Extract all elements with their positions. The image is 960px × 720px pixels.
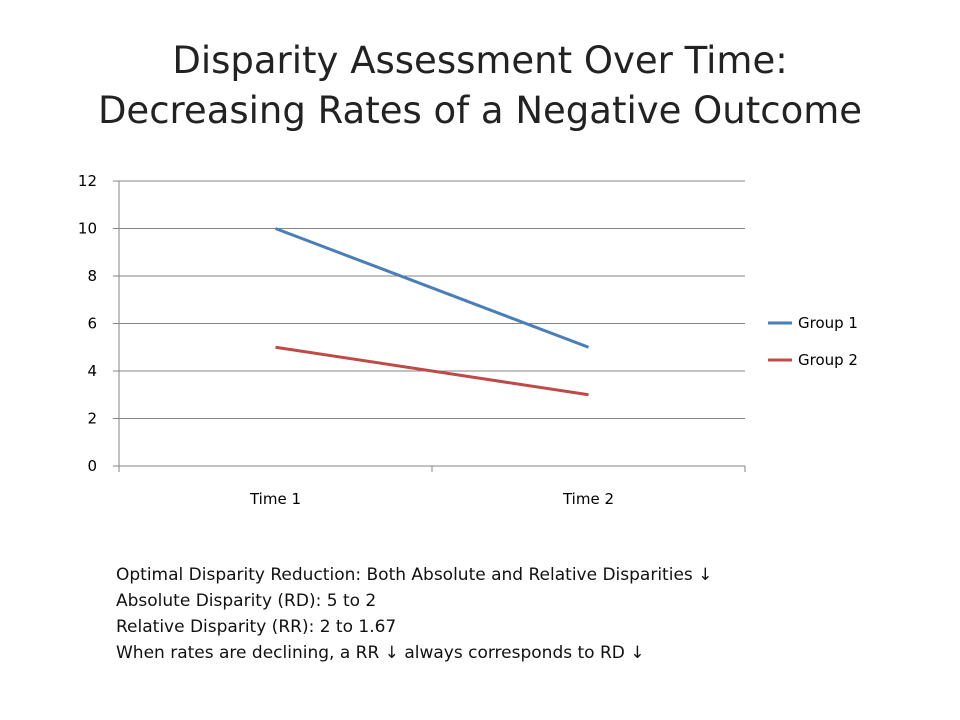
note-absolute-disparity: Absolute Disparity (RD): 5 to 2 [116,591,377,611]
x-tick-label: Time 2 [562,490,614,508]
y-tick-label: 10 [78,220,97,238]
legend-label-group-2: Group 2 [798,351,858,369]
y-tick-label: 6 [87,315,97,333]
x-tick-label: Time 1 [249,490,301,508]
y-tick-label: 12 [78,172,97,190]
legend-label-group-1: Group 1 [798,314,858,332]
y-tick-label: 0 [87,457,97,475]
slide-title: Disparity Assessment Over Time: Decreasi… [0,36,960,136]
series-line-group-1 [274,227,590,349]
y-tick-label: 4 [87,362,97,380]
note-declining-rates: When rates are declining, a RR ↓ always … [116,643,645,663]
title-line-1: Disparity Assessment Over Time: [172,39,788,82]
series-line-group-2 [275,345,589,397]
note-relative-disparity: Relative Disparity (RR): 2 to 1.67 [116,617,397,637]
y-tick-label: 8 [87,267,97,285]
y-tick-label: 2 [87,410,97,428]
notes: Optimal Disparity Reduction: Both Absolu… [116,562,712,666]
note-optimal-reduction: Optimal Disparity Reduction: Both Absolu… [116,565,713,585]
title-line-2: Decreasing Rates of a Negative Outcome [97,89,863,132]
